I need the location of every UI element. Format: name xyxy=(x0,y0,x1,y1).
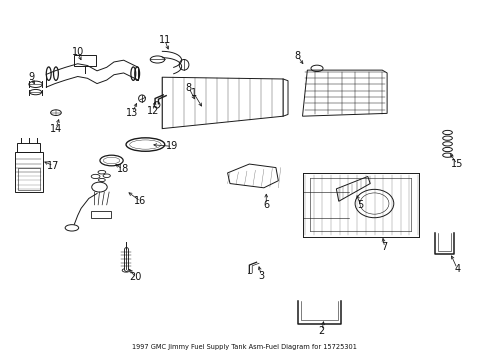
Bar xyxy=(17,143,41,152)
Text: 8: 8 xyxy=(294,51,300,61)
Text: 15: 15 xyxy=(450,159,463,169)
Text: 16: 16 xyxy=(134,196,146,206)
Text: 2: 2 xyxy=(318,326,325,336)
Text: 9: 9 xyxy=(29,72,35,82)
Bar xyxy=(74,55,96,66)
Text: 6: 6 xyxy=(263,200,269,210)
Text: 10: 10 xyxy=(71,48,83,57)
Text: 13: 13 xyxy=(126,108,138,118)
Text: 8: 8 xyxy=(185,83,192,93)
Text: 19: 19 xyxy=(165,141,178,151)
Text: 17: 17 xyxy=(47,161,60,171)
Text: 1997 GMC Jimmy Fuel Supply Tank Asm-Fuel Diagram for 15725301: 1997 GMC Jimmy Fuel Supply Tank Asm-Fuel… xyxy=(132,344,356,350)
Text: 11: 11 xyxy=(158,35,170,45)
Text: 3: 3 xyxy=(258,271,264,281)
Text: 20: 20 xyxy=(129,273,142,283)
Bar xyxy=(15,152,43,192)
Text: 18: 18 xyxy=(116,165,128,174)
Text: 4: 4 xyxy=(453,264,459,274)
Bar xyxy=(18,168,40,190)
Text: 12: 12 xyxy=(146,106,159,116)
Text: 1: 1 xyxy=(190,88,196,98)
Text: 14: 14 xyxy=(50,123,62,134)
Bar xyxy=(91,211,110,218)
Text: 7: 7 xyxy=(381,242,387,252)
Text: 5: 5 xyxy=(357,200,363,210)
